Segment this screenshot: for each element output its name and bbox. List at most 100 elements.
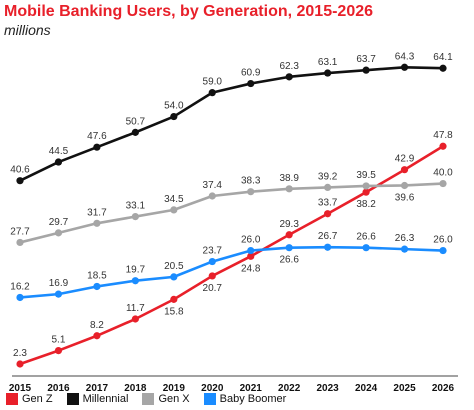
data-point-gen-z [208, 272, 216, 280]
data-label-gen-x: 40.0 [433, 168, 453, 179]
data-point-gen-x [16, 238, 24, 247]
x-tick-label: 2025 [393, 383, 416, 394]
data-point-baby-boomer [247, 246, 255, 255]
data-point-gen-x [208, 192, 216, 200]
data-label-gen-x: 39.5 [356, 170, 376, 181]
data-point-gen-z [247, 252, 255, 260]
data-label-baby-boomer: 26.3 [395, 233, 415, 244]
data-label-baby-boomer: 26.0 [433, 235, 453, 246]
data-point-gen-x [170, 206, 178, 214]
x-tick-label: 2024 [355, 383, 378, 394]
data-label-gen-x: 33.1 [126, 201, 146, 212]
data-point-millennial [93, 143, 101, 151]
data-label-millennial: 64.3 [395, 51, 415, 62]
data-point-millennial [247, 79, 255, 88]
x-tick-label: 2023 [317, 383, 340, 394]
data-point-gen-x [324, 183, 332, 191]
data-point-gen-x [131, 212, 139, 221]
data-label-baby-boomer: 26.7 [318, 231, 338, 242]
legend-label: Millennial [82, 393, 129, 405]
data-point-baby-boomer [362, 244, 370, 252]
legend-item-baby-boomer: Baby Boomer [203, 393, 286, 405]
data-label-baby-boomer: 16.9 [49, 278, 69, 289]
x-tick-label: 2020 [201, 383, 224, 394]
data-point-millennial [400, 63, 409, 71]
data-point-gen-z [16, 360, 24, 368]
data-label-millennial: 44.5 [49, 146, 69, 157]
data-label-millennial: 60.9 [241, 68, 261, 79]
legend-item-millennial: Millennial [66, 393, 129, 405]
data-point-millennial [362, 66, 370, 74]
legend-swatch [6, 393, 18, 405]
data-label-baby-boomer: 26.6 [279, 255, 299, 266]
data-label-gen-z: 20.7 [203, 283, 223, 294]
data-point-baby-boomer [170, 273, 178, 281]
data-point-baby-boomer [324, 243, 332, 251]
data-label-gen-z: 8.2 [90, 320, 104, 331]
data-label-gen-x: 39.6 [395, 192, 415, 203]
data-point-baby-boomer [131, 277, 139, 285]
x-tick-label: 2022 [278, 383, 301, 394]
data-label-gen-x: 31.7 [87, 207, 107, 218]
legend-swatch [66, 393, 79, 405]
data-point-gen-z [362, 188, 370, 196]
data-label-baby-boomer: 23.7 [203, 246, 223, 257]
data-point-millennial [324, 69, 332, 77]
data-point-gen-x [400, 181, 409, 190]
data-label-gen-x: 38.9 [279, 173, 299, 184]
data-label-millennial: 63.1 [318, 57, 338, 68]
data-label-gen-z: 38.2 [356, 199, 376, 210]
data-point-gen-x [247, 188, 255, 196]
x-tick-label: 2018 [124, 383, 147, 394]
data-point-baby-boomer [93, 282, 101, 291]
data-label-gen-x: 39.2 [318, 171, 338, 182]
data-point-gen-z [131, 315, 139, 323]
data-point-gen-x [93, 219, 101, 227]
series-line-gen-x [19, 182, 444, 244]
data-point-gen-x [285, 185, 293, 193]
data-label-gen-z: 2.3 [13, 348, 27, 359]
x-tick-label: 2026 [432, 383, 455, 394]
data-point-millennial [208, 89, 216, 97]
data-label-gen-z: 29.3 [279, 219, 299, 230]
data-label-millennial: 59.0 [203, 77, 223, 88]
data-point-millennial [131, 128, 139, 136]
data-point-gen-z [285, 231, 293, 239]
data-point-millennial [170, 112, 178, 121]
data-label-millennial: 64.1 [433, 52, 453, 63]
data-label-gen-x: 29.7 [49, 217, 69, 228]
data-point-millennial [54, 158, 63, 166]
chart-title: Mobile Banking Users, by Generation, 201… [4, 3, 374, 20]
series-line-millennial [19, 65, 444, 182]
data-point-gen-z [400, 166, 409, 174]
legend: Gen Z Millennial Gen X Baby Boomer [6, 393, 286, 405]
data-label-millennial: 40.6 [10, 165, 30, 176]
data-point-millennial [16, 177, 24, 185]
data-point-gen-x [362, 182, 370, 190]
data-label-baby-boomer: 26.0 [241, 235, 261, 246]
data-point-gen-z [324, 210, 332, 218]
data-point-gen-z [54, 346, 63, 355]
data-point-gen-z [170, 295, 178, 303]
data-point-baby-boomer [439, 246, 447, 255]
x-tick-label: 2017 [86, 383, 109, 394]
data-point-baby-boomer [16, 293, 24, 302]
data-label-gen-x: 34.5 [164, 194, 184, 205]
data-label-baby-boomer: 26.6 [356, 232, 376, 243]
data-label-gen-z: 11.7 [126, 303, 145, 314]
data-point-baby-boomer [208, 257, 216, 266]
chart-subtitle: millions [4, 22, 51, 38]
data-label-gen-z: 15.8 [164, 306, 184, 317]
x-tick-label: 2021 [240, 383, 263, 394]
data-label-gen-x: 27.7 [10, 226, 30, 237]
data-label-millennial: 63.7 [356, 54, 376, 65]
data-label-gen-z: 33.7 [318, 198, 338, 209]
data-label-baby-boomer: 20.5 [164, 261, 184, 272]
data-point-baby-boomer [400, 245, 409, 253]
data-label-millennial: 62.3 [279, 61, 299, 72]
data-label-gen-x: 38.3 [241, 176, 261, 187]
data-label-gen-z: 47.8 [433, 130, 453, 141]
series-line-baby-boomer [19, 245, 444, 299]
data-point-baby-boomer [285, 244, 293, 252]
